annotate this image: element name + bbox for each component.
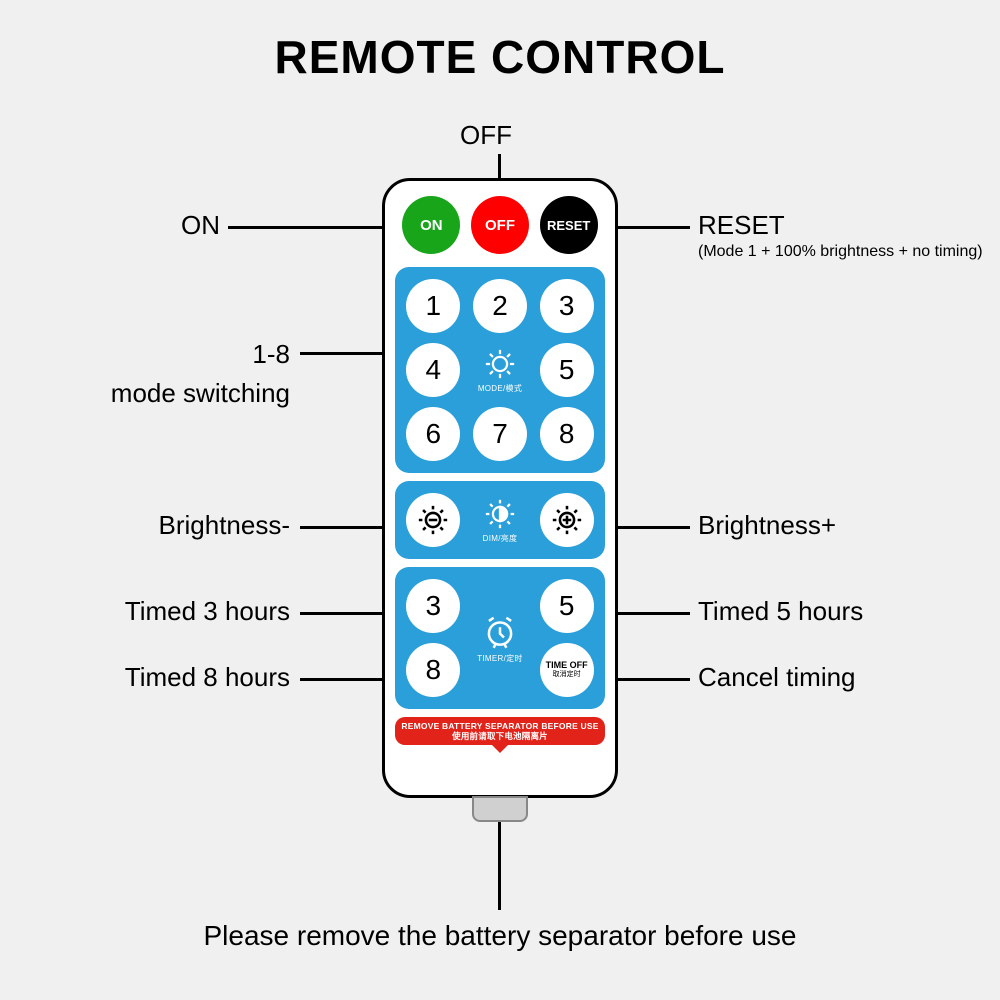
brightness-icon	[483, 497, 517, 531]
label-cancel: Cancel timing	[698, 662, 856, 693]
leader-bright-minus	[300, 526, 388, 529]
label-bright-plus: Brightness+	[698, 510, 836, 541]
leader-bottom	[498, 822, 501, 910]
leader-timed5	[614, 612, 690, 615]
time-off-button[interactable]: TIME OFF 取消定时	[540, 643, 594, 697]
timer-panel: 3 TIMER/定时 5 8 TIME OFF 取消定时	[395, 567, 605, 709]
label-modes-line1: 1-8	[252, 339, 290, 369]
mode-icon-cell: MODE/模式	[472, 342, 528, 398]
mode-7-button[interactable]: 7	[473, 407, 527, 461]
label-modes-line2: mode switching	[111, 378, 290, 408]
mode-2-button[interactable]: 2	[473, 279, 527, 333]
warning-line2: 使用前请取下电池隔离片	[399, 732, 601, 742]
mode-label-text: MODE/模式	[478, 383, 522, 394]
page-title: REMOTE CONTROL	[0, 30, 1000, 84]
brightness-plus-button[interactable]	[540, 493, 594, 547]
sun-minus-icon	[416, 503, 450, 537]
label-bright-minus: Brightness-	[80, 510, 290, 541]
label-bottom: Please remove the battery separator befo…	[0, 920, 1000, 952]
mode-5-button[interactable]: 5	[540, 343, 594, 397]
timer-5-button[interactable]: 5	[540, 579, 594, 633]
gear-icon	[483, 347, 517, 381]
label-timed8: Timed 8 hours	[60, 662, 290, 693]
battery-tab	[472, 796, 528, 822]
off-button[interactable]: OFF	[471, 196, 529, 254]
label-off: OFF	[460, 120, 512, 151]
brightness-panel: DIM/亮度	[395, 481, 605, 559]
label-modes: 1-8 mode switching	[60, 335, 290, 413]
time-off-sub: 取消定时	[553, 671, 581, 679]
mode-1-button[interactable]: 1	[406, 279, 460, 333]
leader-timed8	[300, 678, 388, 681]
mode-6-button[interactable]: 6	[406, 407, 460, 461]
timer-label-text: TIMER/定时	[477, 653, 523, 664]
reset-button[interactable]: RESET	[540, 196, 598, 254]
leader-on	[228, 226, 388, 229]
warning-strip: REMOVE BATTERY SEPARATOR BEFORE USE 使用前请…	[395, 717, 605, 745]
label-reset: RESET (Mode 1 + 100% brightness + no tim…	[698, 210, 983, 261]
top-button-row: ON OFF RESET	[395, 191, 605, 259]
clock-icon	[481, 613, 519, 651]
mode-4-button[interactable]: 4	[406, 343, 460, 397]
label-reset-sub: (Mode 1 + 100% brightness + no timing)	[698, 243, 983, 261]
on-button[interactable]: ON	[402, 196, 460, 254]
label-timed5: Timed 5 hours	[698, 596, 863, 627]
remote-body: ON OFF RESET 1 2 3 4 MODE/模式 5 6 7 8	[382, 178, 618, 798]
leader-timed3	[300, 612, 388, 615]
mode-panel: 1 2 3 4 MODE/模式 5 6 7 8	[395, 267, 605, 473]
leader-reset	[614, 226, 690, 229]
time-off-text: TIME OFF	[546, 661, 588, 671]
sun-plus-icon	[550, 503, 584, 537]
leader-bright-plus	[614, 526, 690, 529]
mode-3-button[interactable]: 3	[540, 279, 594, 333]
label-timed3: Timed 3 hours	[60, 596, 290, 627]
leader-cancel	[614, 678, 690, 681]
dim-label-text: DIM/亮度	[483, 533, 518, 544]
leader-modes	[300, 352, 388, 355]
dim-icon-cell: DIM/亮度	[472, 492, 528, 548]
brightness-minus-button[interactable]	[406, 493, 460, 547]
label-reset-text: RESET	[698, 210, 785, 240]
mode-8-button[interactable]: 8	[540, 407, 594, 461]
timer-3-button[interactable]: 3	[406, 579, 460, 633]
label-on: ON	[120, 210, 220, 241]
timer-icon-cell: TIMER/定时	[472, 610, 528, 666]
timer-8-button[interactable]: 8	[406, 643, 460, 697]
